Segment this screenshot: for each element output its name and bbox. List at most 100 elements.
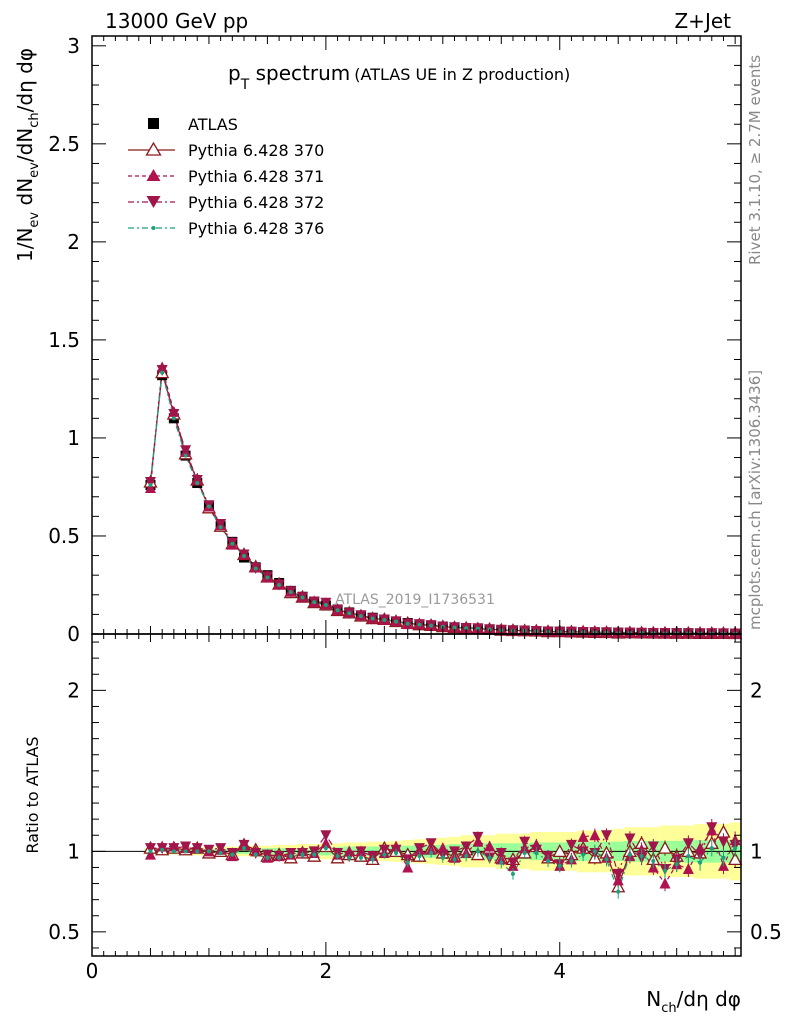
main-point-376 [160, 370, 165, 375]
ratio-point-376 [709, 846, 714, 851]
ratio-point-372 [601, 830, 613, 842]
ratio-point-376 [323, 846, 328, 851]
main-point-376 [452, 625, 457, 630]
ratio-point-372 [180, 841, 192, 853]
main-point-376 [475, 626, 480, 631]
legend-label-371: Pythia 6.428 371 [188, 167, 324, 186]
ratio-point-376 [464, 854, 469, 859]
axis-tick-labels: 0 2 400.511.522.530.5 0.51 12 2 [48, 34, 782, 983]
legend-label-372: Pythia 6.428 372 [188, 193, 324, 212]
ratio-point-371 [484, 840, 496, 852]
ratio-point-376 [253, 852, 258, 857]
main-point-376 [429, 623, 434, 628]
main-point-376 [265, 575, 270, 580]
axis-ticks [91, 36, 741, 956]
ratio-point-372 [238, 839, 250, 851]
mcplots-label: mcplots.cern.ch [arXiv:1306.3436] [746, 370, 764, 630]
y-tick-label-main: 1 [67, 426, 80, 450]
x-tick-label: 2 [320, 959, 333, 983]
y-tick-label-main: 0 [67, 622, 80, 646]
y-tick-label-main: 2 [67, 230, 80, 254]
legend-marker-372 [146, 196, 161, 208]
main-point-376 [312, 600, 317, 605]
main-point-376 [300, 595, 305, 600]
ratio-point-376 [616, 889, 621, 894]
ratio-point-376 [452, 857, 457, 862]
ratio-point-376 [370, 857, 375, 862]
ratio-point-372 [144, 843, 156, 855]
ratio-point-376 [394, 850, 399, 855]
ratio-point-376 [639, 854, 644, 859]
legend-marker-371 [146, 169, 161, 181]
y-tick-label-main: 3 [67, 34, 80, 58]
legend-marker-376 [151, 226, 156, 230]
y-tick-label-ratio-left: 0.5 [48, 920, 80, 944]
y-tick-label-ratio-right: 1 [750, 839, 763, 863]
ratio-point-376 [534, 850, 539, 855]
ratio-point-376 [440, 855, 445, 860]
y-axis-label-ratio: Ratio to ATLAS [23, 736, 42, 853]
ratio-point-376 [686, 854, 691, 859]
legend: ATLAS Pythia 6.428 370 Pythia 6.428 371 … [128, 115, 324, 238]
ratio-point-372 [495, 847, 507, 859]
y-tick-label-main: 1.5 [48, 328, 80, 352]
header-right: Z+Jet [674, 9, 731, 33]
main-point-376 [358, 614, 363, 619]
ratio-point-372 [355, 846, 367, 858]
ratio-point-376 [581, 852, 586, 857]
ratio-point-376 [242, 846, 247, 851]
ratio-point-376 [546, 859, 551, 864]
y-tick-label-ratio-left: 2 [67, 678, 80, 702]
title-note: (ATLAS UE in Z production) [354, 65, 570, 84]
y-tick-label-ratio-right: 2 [750, 678, 763, 702]
main-point-376 [335, 608, 340, 613]
ratio-point-376 [347, 855, 352, 860]
ratio-point-376 [429, 850, 434, 855]
ratio-point-372 [565, 839, 577, 851]
ratio-point-376 [405, 860, 410, 865]
ratio-point-372 [612, 868, 624, 880]
ratio-point-372 [378, 844, 390, 856]
ratio-point-371 [577, 830, 589, 842]
main-point-376 [218, 525, 223, 530]
legend-marker-370 [145, 141, 162, 156]
y-tick-label-main: 0.5 [48, 524, 80, 548]
y-tick-label-main: 2.5 [48, 132, 80, 156]
main-point-372 [156, 365, 168, 377]
main-point-376 [394, 619, 399, 624]
x-tick-label: 0 [86, 959, 99, 983]
ratio-point-376 [312, 852, 317, 857]
ratio-point-370 [552, 843, 567, 857]
title-sub: T [240, 77, 250, 93]
ratio-point-376 [662, 868, 667, 873]
main-point-376 [148, 482, 153, 487]
ratio-point-372 [413, 843, 425, 855]
ratio-point-376 [487, 855, 492, 860]
main-point-376 [253, 566, 258, 571]
y-tick-label-ratio-left: 1 [67, 839, 80, 863]
x-axis-label: Nch/dη dφ [646, 987, 741, 1016]
analysis-watermark: ATLAS_2019_I1736531 [335, 592, 495, 608]
ratio-point-372 [320, 830, 332, 842]
ratio-point-376 [733, 846, 738, 851]
ratio-point-372 [425, 838, 437, 850]
ratio-point-372 [682, 838, 694, 850]
ratio-point-371 [659, 877, 671, 889]
main-point-372 [168, 409, 180, 421]
main-point-376 [382, 617, 387, 622]
ratio-point-376 [382, 852, 387, 857]
rivet-label: Rivet 3.1.10, ≥ 2.7M events [746, 55, 764, 265]
ratio-point-376 [674, 862, 679, 867]
ratio-point-376 [230, 852, 235, 857]
ratio-point-376 [277, 855, 282, 860]
main-point-376 [323, 603, 328, 608]
ratio-point-372 [717, 836, 729, 848]
header-left: 13000 GeV pp [105, 9, 248, 33]
x-tick-label: 4 [553, 959, 566, 983]
ratio-point-372 [168, 843, 180, 855]
ratio-series-markers [143, 818, 743, 899]
ratio-point-372 [449, 846, 461, 858]
ratio-point-376 [721, 855, 726, 860]
plot-title: pT spectrum (ATLAS UE in Z production) [228, 61, 570, 93]
ratio-point-372 [624, 833, 636, 845]
